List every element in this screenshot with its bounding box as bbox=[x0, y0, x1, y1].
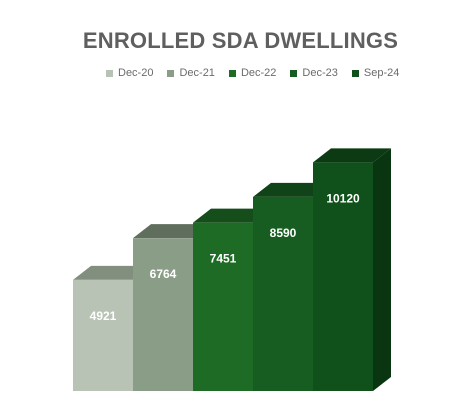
bar-sep-24 bbox=[313, 162, 373, 391]
legend-label: Dec-22 bbox=[240, 67, 277, 79]
bar-dec-22 bbox=[193, 222, 253, 391]
bar-top-dec-22 bbox=[193, 208, 271, 223]
legend-label: Dec-23 bbox=[302, 67, 338, 79]
legend-label: Dec-20 bbox=[118, 67, 154, 79]
chart-title: ENROLLED SDA DWELLINGS bbox=[82, 28, 399, 53]
legend-item-sep-24: Sep-24 bbox=[351, 67, 400, 79]
bar-dec-23 bbox=[253, 196, 313, 391]
bar-top-dec-20 bbox=[73, 265, 151, 280]
data-label-dec-21: 6764 bbox=[150, 267, 177, 281]
legend-item-dec-22: Dec-22 bbox=[228, 67, 277, 79]
legend-label: Dec-21 bbox=[179, 67, 215, 79]
legend-swatch bbox=[228, 69, 236, 77]
bar-dec-21 bbox=[133, 238, 193, 391]
legend-swatch bbox=[167, 69, 175, 77]
legend-swatch bbox=[351, 69, 359, 77]
legend-item-dec-21: Dec-21 bbox=[167, 67, 215, 79]
legend-swatch bbox=[290, 69, 298, 77]
bar-dec-20 bbox=[73, 279, 133, 391]
data-label-dec-23: 8590 bbox=[270, 226, 297, 240]
legend-swatch bbox=[106, 69, 113, 77]
legend: Dec-20 Dec-21 Dec-22 Dec-23 Sep-24 bbox=[106, 67, 399, 79]
bar-top-dec-21 bbox=[133, 224, 211, 239]
data-label-sep-24: 10120 bbox=[326, 191, 360, 205]
legend-label: Sep-24 bbox=[363, 67, 400, 79]
data-label-dec-22: 7451 bbox=[210, 252, 237, 266]
legend-item-dec-20: Dec-20 bbox=[106, 67, 153, 79]
bar-top-dec-23 bbox=[253, 182, 331, 197]
legend-item-dec-23: Dec-23 bbox=[290, 67, 338, 79]
bar-side-sep-24 bbox=[373, 148, 391, 391]
data-label-dec-20: 4921 bbox=[90, 309, 117, 323]
bar-top-sep-24 bbox=[313, 148, 391, 163]
